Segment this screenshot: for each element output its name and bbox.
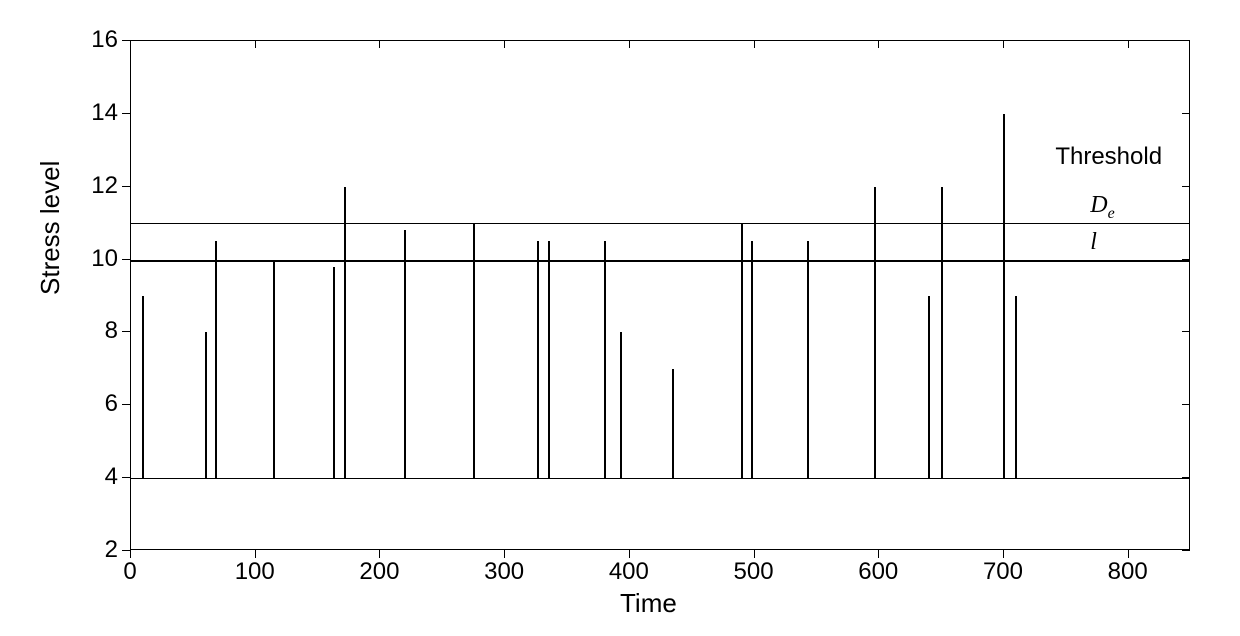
x-tick-mark xyxy=(130,550,131,558)
y-tick-label: 12 xyxy=(91,172,118,200)
x-tick-mark xyxy=(504,40,505,48)
x-tick-mark xyxy=(878,550,879,558)
line-annotation: l xyxy=(1090,229,1097,256)
x-tick-label: 600 xyxy=(858,558,898,586)
stress-bar xyxy=(604,241,606,478)
stress-bar xyxy=(620,332,622,478)
x-tick-mark xyxy=(504,550,505,558)
x-tick-mark xyxy=(255,550,256,558)
threshold-line xyxy=(131,260,1189,262)
stress-bar xyxy=(807,241,809,478)
x-tick-label: 400 xyxy=(609,558,649,586)
y-tick-label: 16 xyxy=(91,26,118,54)
threshold-label: Threshold xyxy=(1055,143,1162,171)
x-tick-mark xyxy=(255,40,256,48)
plot-area xyxy=(130,40,1190,550)
y-tick-mark xyxy=(122,259,130,260)
y-tick-label: 4 xyxy=(105,463,118,491)
y-axis-label: Stress level xyxy=(35,161,66,295)
x-tick-label: 300 xyxy=(484,558,524,586)
stress-bar xyxy=(672,369,674,478)
stress-bar xyxy=(205,332,207,478)
x-tick-mark xyxy=(379,40,380,48)
x-axis-label: Time xyxy=(620,588,677,619)
stress-bar xyxy=(344,187,346,478)
stress-bar xyxy=(537,241,539,478)
y-tick-mark xyxy=(122,331,130,332)
x-tick-mark xyxy=(379,550,380,558)
y-tick-mark xyxy=(122,550,130,551)
stress-bar xyxy=(751,241,753,478)
stress-bar xyxy=(404,230,406,478)
y-tick-mark xyxy=(1182,40,1190,41)
y-tick-mark xyxy=(1182,331,1190,332)
stress-bar xyxy=(1003,114,1005,478)
y-tick-mark xyxy=(1182,404,1190,405)
stress-bar xyxy=(874,187,876,478)
x-tick-mark xyxy=(754,550,755,558)
x-tick-label: 100 xyxy=(235,558,275,586)
x-tick-mark xyxy=(878,40,879,48)
stress-bar xyxy=(548,241,550,478)
stress-chart: Time Stress level 0100200300400500600700… xyxy=(20,20,1220,620)
y-tick-mark xyxy=(122,113,130,114)
threshold-line xyxy=(131,223,1189,224)
stress-bar xyxy=(333,267,335,478)
stress-bar xyxy=(273,260,275,479)
x-tick-mark xyxy=(1003,550,1004,558)
y-tick-mark xyxy=(1182,259,1190,260)
y-tick-label: 10 xyxy=(91,245,118,273)
y-tick-label: 14 xyxy=(91,99,118,127)
x-tick-mark xyxy=(1128,550,1129,558)
y-tick-mark xyxy=(122,40,130,41)
y-tick-mark xyxy=(1182,113,1190,114)
stress-bar xyxy=(142,296,144,478)
x-tick-mark xyxy=(1128,40,1129,48)
y-tick-label: 2 xyxy=(105,536,118,564)
y-tick-label: 8 xyxy=(105,317,118,345)
y-tick-mark xyxy=(1182,186,1190,187)
x-tick-label: 700 xyxy=(983,558,1023,586)
y-tick-mark xyxy=(1182,477,1190,478)
x-tick-mark xyxy=(629,40,630,48)
stress-bar xyxy=(941,187,943,478)
line-annotation: De xyxy=(1090,192,1114,223)
stress-bar xyxy=(215,241,217,478)
x-tick-mark xyxy=(130,40,131,48)
x-tick-label: 800 xyxy=(1108,558,1148,586)
threshold-line xyxy=(131,478,1189,479)
x-tick-label: 500 xyxy=(734,558,774,586)
y-tick-mark xyxy=(1182,550,1190,551)
x-tick-mark xyxy=(754,40,755,48)
y-tick-mark xyxy=(122,186,130,187)
y-tick-mark xyxy=(122,477,130,478)
stress-bar xyxy=(1015,296,1017,478)
x-tick-mark xyxy=(1003,40,1004,48)
y-tick-mark xyxy=(122,404,130,405)
stress-bar xyxy=(473,223,475,478)
x-tick-mark xyxy=(629,550,630,558)
x-tick-label: 200 xyxy=(359,558,399,586)
y-tick-label: 6 xyxy=(105,390,118,418)
stress-bar xyxy=(741,223,743,478)
stress-bar xyxy=(928,296,930,478)
